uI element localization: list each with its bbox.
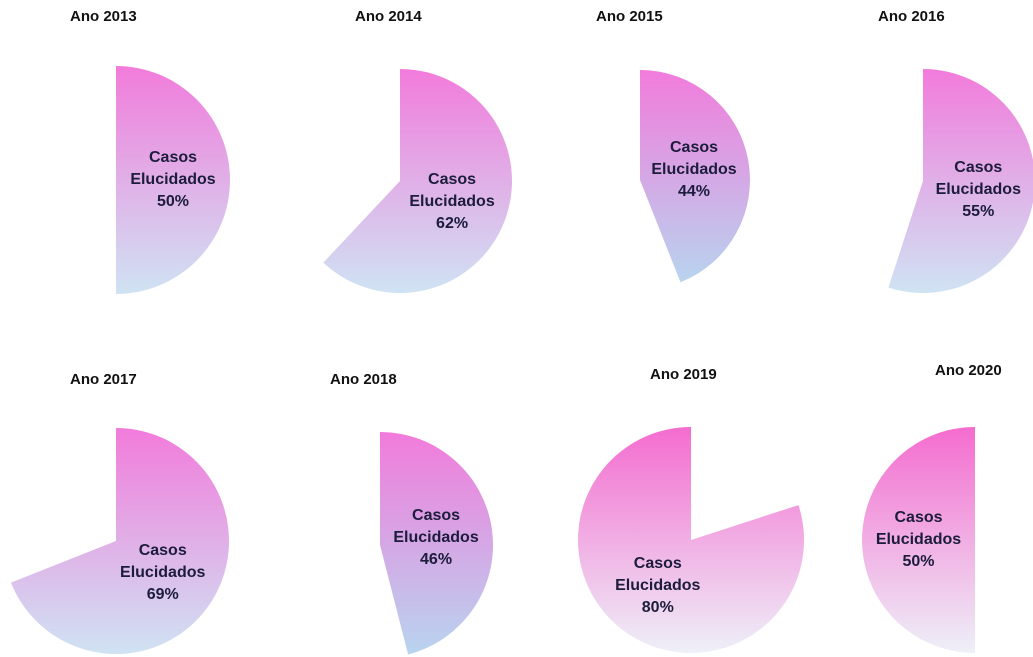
pie-slice <box>578 427 804 654</box>
pie-title: Ano 2014 <box>355 8 422 25</box>
slice-label: Casos Elucidados 55% <box>926 157 1030 223</box>
pie-slice <box>888 69 1033 293</box>
slice-value: 80% <box>641 598 674 616</box>
pie-title: Ano 2020 <box>935 362 1002 379</box>
slice-value: 50% <box>902 553 935 570</box>
slice-category: Casos Elucidados <box>120 541 206 581</box>
slice-label: Casos Elucidados 46% <box>384 505 488 571</box>
slice-value: 44% <box>678 182 711 200</box>
pie-title: Ano 2016 <box>878 8 945 25</box>
pie-slice <box>116 66 230 294</box>
pie-title: Ano 2019 <box>650 366 717 383</box>
slice-label: Casos Elucidados 69% <box>111 540 215 606</box>
pie-title: Ano 2018 <box>330 371 397 388</box>
pie-slice <box>862 427 975 653</box>
slice-label: Casos Elucidados 50% <box>121 147 225 213</box>
slice-category: Casos Elucidados <box>393 506 479 546</box>
slice-category: Casos Elucidados <box>130 149 216 188</box>
slice-value: 55% <box>962 202 995 220</box>
slice-value: 46% <box>420 550 453 568</box>
slice-category: Casos Elucidados <box>409 170 495 210</box>
pie-title: Ano 2015 <box>596 8 663 25</box>
pie-slice <box>640 70 750 283</box>
slice-value: 69% <box>146 585 179 603</box>
slice-label: Casos Elucidados 62% <box>400 169 504 235</box>
slice-category: Casos Elucidados <box>615 554 701 594</box>
pie-slice <box>380 432 494 655</box>
pie-slice <box>10 428 229 654</box>
slice-label: Casos Elucidados 50% <box>867 507 971 573</box>
pie-slice <box>323 69 512 293</box>
slice-label: Casos Elucidados 44% <box>642 137 746 203</box>
slice-category: Casos Elucidados <box>935 158 1021 198</box>
slice-value: 62% <box>436 214 469 232</box>
slice-category: Casos Elucidados <box>875 509 962 548</box>
slice-category: Casos Elucidados <box>651 138 737 178</box>
slice-value: 50% <box>156 193 190 210</box>
pie-title: Ano 2013 <box>70 8 137 25</box>
slice-label: Casos Elucidados 80% <box>606 553 710 619</box>
pie-title: Ano 2017 <box>70 371 137 388</box>
